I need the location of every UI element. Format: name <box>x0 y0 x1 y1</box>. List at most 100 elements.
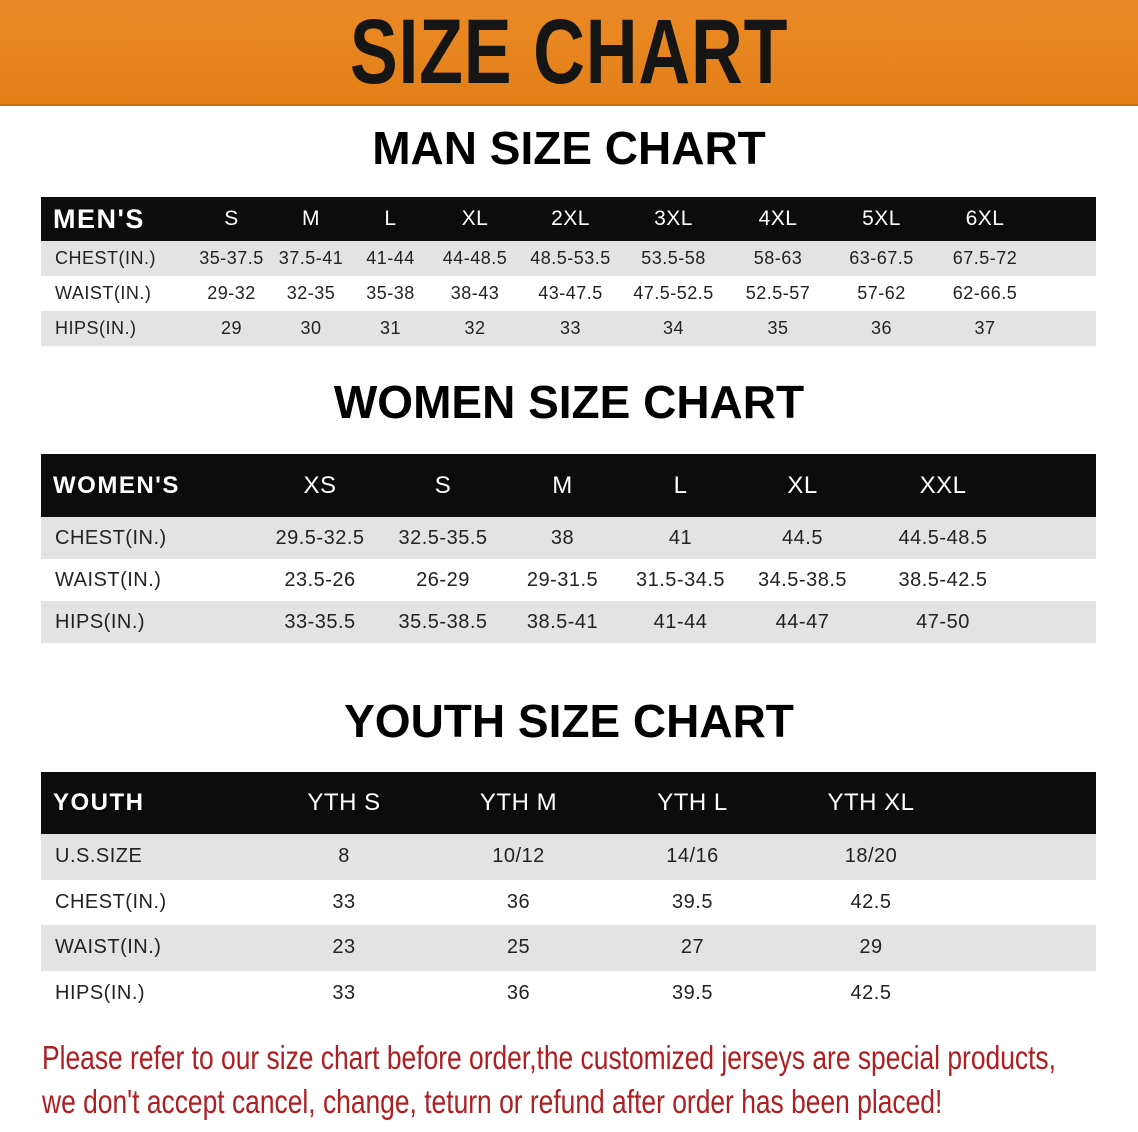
table-cell: 39.5 <box>672 981 713 1004</box>
table-cell: 53.5-58 <box>641 248 706 268</box>
table-cell: 58-63 <box>753 248 803 268</box>
table-cell: 32.5-35.5 <box>398 526 488 549</box>
table-row: HIPS(IN.) 33 36 39.5 42.5 <box>41 970 1096 1016</box>
table-cell: 23.5-26 <box>284 568 356 591</box>
table-cell: 29-31.5 <box>526 568 599 591</box>
measurement-label: HIPS(IN.) <box>55 610 146 633</box>
size-header-cell: S <box>434 471 452 499</box>
measurement-label: CHEST(IN.) <box>55 526 167 549</box>
table-cell: 41-44 <box>366 248 415 268</box>
table-cell: 30 <box>300 318 322 338</box>
men-section-title: MAN SIZE CHART <box>372 122 766 174</box>
table-cell: 35 <box>767 318 789 338</box>
size-header-cell: XXL <box>919 471 967 499</box>
table-cell: 33 <box>332 981 356 1004</box>
table-cell: 42.5 <box>850 890 892 913</box>
table-cell: 34.5-38.5 <box>757 568 847 591</box>
table-cell: 43-47.5 <box>538 283 603 303</box>
size-header-cell: YTH XL <box>827 789 915 816</box>
table-cell: 35-38 <box>366 283 415 303</box>
table-cell: 29.5-32.5 <box>275 526 365 549</box>
table-cell: 52.5-57 <box>745 283 811 303</box>
measurement-label: WAIST(IN.) <box>55 936 162 959</box>
table-cell: 23 <box>332 936 356 959</box>
table-cell: 29 <box>220 318 243 338</box>
table-cell: 31.5-34.5 <box>635 568 725 591</box>
men-size-table: MEN'S S M L XL 2XL 3XL 4XL 5XL 6XL CHEST(IN.) 35-37… <box>41 197 1096 346</box>
size-header-cell: M <box>302 207 320 230</box>
youth-section-title: YOUTH SIZE CHART <box>344 695 794 747</box>
table-row: WAIST(IN.) 23.5-26 26-29 29-31.5 31.5-34.5 34… <box>41 559 1096 601</box>
table-cell: 29 <box>859 936 883 959</box>
table-row: WAIST(IN.) 29-32 32-35 35-38 38-43 43-47.5 47.… <box>41 276 1096 311</box>
table-cell: 27 <box>680 936 705 959</box>
table-row: HIPS(IN.) 29 30 31 32 33 34 35 36 37 <box>41 311 1096 346</box>
table-cell: 29-32 <box>207 283 256 303</box>
table-row: HIPS(IN.) 33-35.5 35.5-38.5 38.5-41 41-44 44-… <box>41 601 1096 643</box>
table-header-row: WOMEN'S XS S M L XL XXL <box>41 454 1096 517</box>
table-cell: 32 <box>464 318 486 338</box>
table-row: WAIST(IN.) 23 25 27 29 <box>41 925 1096 971</box>
measurement-label: WAIST(IN.) <box>55 568 162 591</box>
table-cell: 47-50 <box>916 610 970 633</box>
size-header-cell: XS <box>303 471 337 499</box>
measurement-label: U.S.SIZE <box>55 845 143 868</box>
table-cell: 48.5-53.5 <box>530 248 611 268</box>
size-header-cell: XL <box>787 471 818 499</box>
table-cell: 18/20 <box>844 845 898 868</box>
table-cell: 33 <box>332 890 356 913</box>
table-cell: 34 <box>662 318 685 338</box>
table-cell: 41 <box>668 526 693 549</box>
table-cell: 44.5 <box>782 526 823 549</box>
table-title-cell: YOUTH <box>53 789 145 816</box>
women-section-title: WOMEN SIZE CHART <box>333 376 805 428</box>
size-header-cell: YTH S <box>307 789 381 816</box>
table-row: U.S.SIZE 8 10/12 14/16 18/20 <box>41 834 1096 880</box>
banner: SIZE CHART <box>0 0 1138 106</box>
size-header-cell: 2XL <box>551 207 590 230</box>
table-cell: 10/12 <box>492 845 545 868</box>
table-cell: 36 <box>506 981 531 1004</box>
table-title-cell: MEN'S <box>53 203 145 234</box>
notice-line-2: we don't accept cancel, change, teturn o… <box>42 1083 943 1120</box>
measurement-label: CHEST(IN.) <box>55 248 156 268</box>
table-header-row: YOUTH YTH S YTH M YTH L YTH XL <box>41 772 1096 834</box>
table-cell: 67.5-72 <box>952 248 1018 268</box>
table-cell: 42.5 <box>850 981 892 1004</box>
table-cell: 31 <box>379 318 402 338</box>
table-cell: 35.5-38.5 <box>398 610 488 633</box>
size-header-cell: L <box>384 207 397 230</box>
size-header-cell: YTH L <box>657 789 728 816</box>
table-cell: 57-62 <box>857 283 906 303</box>
table-cell: 35-37.5 <box>199 248 264 268</box>
table-cell: 26-29 <box>416 568 470 591</box>
size-header-cell: 6XL <box>965 207 1005 230</box>
youth-size-table: YOUTH YTH S YTH M YTH L YTH XL U.S.SIZE 8 10/12… <box>41 772 1096 1016</box>
table-cell: 39.5 <box>672 890 713 913</box>
size-header-cell: L <box>673 471 688 499</box>
table-cell: 37.5-41 <box>278 248 344 268</box>
table-cell: 44-48.5 <box>442 248 508 268</box>
table-row: CHEST(IN.) 29.5-32.5 32.5-35.5 38 41 44.5 44.5… <box>41 517 1096 559</box>
table-cell: 33-35.5 <box>284 610 356 633</box>
size-header-cell: 5XL <box>862 207 901 230</box>
table-cell: 8 <box>338 845 350 868</box>
table-cell: 47.5-52.5 <box>633 283 714 303</box>
measurement-label: WAIST(IN.) <box>55 283 152 303</box>
table-row: CHEST(IN.) 35-37.5 37.5-41 41-44 44-48.5 48.5… <box>41 241 1096 276</box>
table-cell: 44-47 <box>775 610 830 633</box>
table-title-cell: WOMEN'S <box>53 471 180 499</box>
table-cell: 63-67.5 <box>849 248 914 268</box>
table-header-row: MEN'S S M L XL 2XL 3XL 4XL 5XL 6XL <box>41 197 1096 241</box>
measurement-label: HIPS(IN.) <box>55 318 137 338</box>
table-cell: 36 <box>870 318 893 338</box>
table-cell: 38.5-42.5 <box>898 568 988 591</box>
measurement-label: HIPS(IN.) <box>55 981 146 1004</box>
table-cell: 25 <box>506 936 531 959</box>
banner-title: SIZE CHART <box>349 1 789 103</box>
table-cell: 41-44 <box>653 610 708 633</box>
size-header-cell: M <box>552 471 573 499</box>
table-cell: 37 <box>974 318 996 338</box>
size-header-cell: S <box>224 207 239 230</box>
size-header-cell: 4XL <box>758 207 798 230</box>
